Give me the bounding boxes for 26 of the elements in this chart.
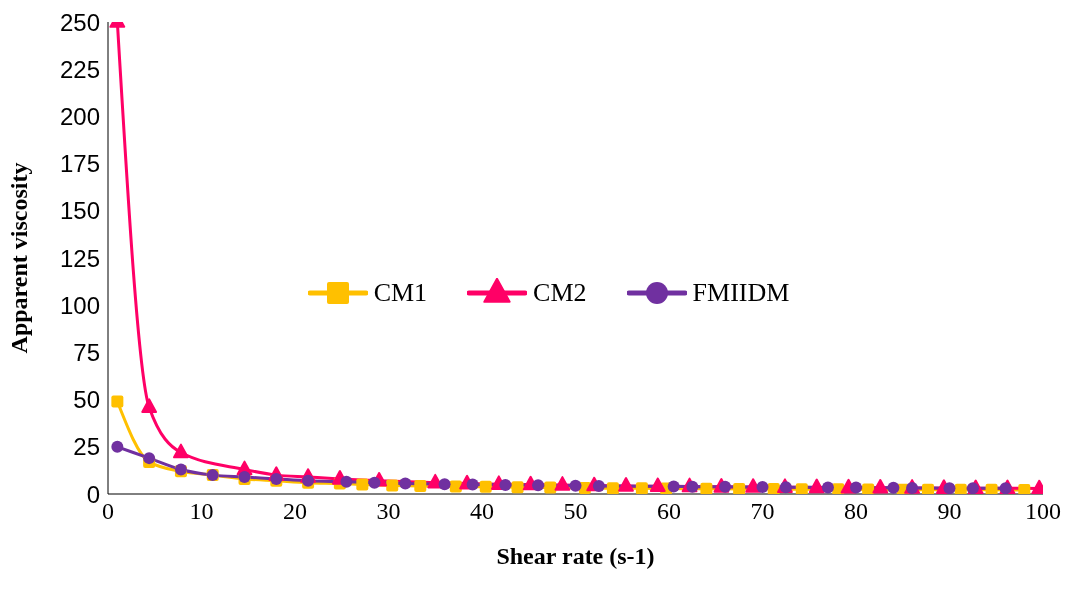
y-tick-label: 175 [59,150,100,178]
y-tick-label: 125 [59,244,100,272]
x-tick-label: 90 [937,498,962,525]
x-tick-label: 70 [750,498,775,525]
legend-label: CM2 [533,278,587,308]
y-tick-label: 100 [59,291,100,319]
legend-label: FMIIDM [692,278,790,308]
x-tick-label: 50 [563,498,588,525]
y-tick-label: 50 [73,386,100,414]
x-tick-label: 40 [470,498,494,525]
x-tick-label: 100 [1025,498,1061,525]
legend-label: CM1 [373,278,428,308]
y-tick-label: 150 [59,197,100,225]
x-axis-title: Shear rate (s-1) [496,543,655,569]
x-tick-label: 30 [376,498,401,525]
y-tick-label: 0 [86,480,100,508]
y-tick-label: 75 [73,338,100,366]
x-tick-label: 80 [844,498,868,525]
y-tick-label: 200 [59,102,100,130]
x-tick-label: 20 [283,498,307,525]
y-axis-title: Apparent viscosity [5,162,32,354]
x-tick-label: 10 [189,498,214,525]
y-tick-label: 225 [59,55,100,83]
y-tick-label: 25 [73,433,100,461]
x-tick-label: 60 [657,498,681,525]
y-tick-label: 250 [59,8,100,36]
